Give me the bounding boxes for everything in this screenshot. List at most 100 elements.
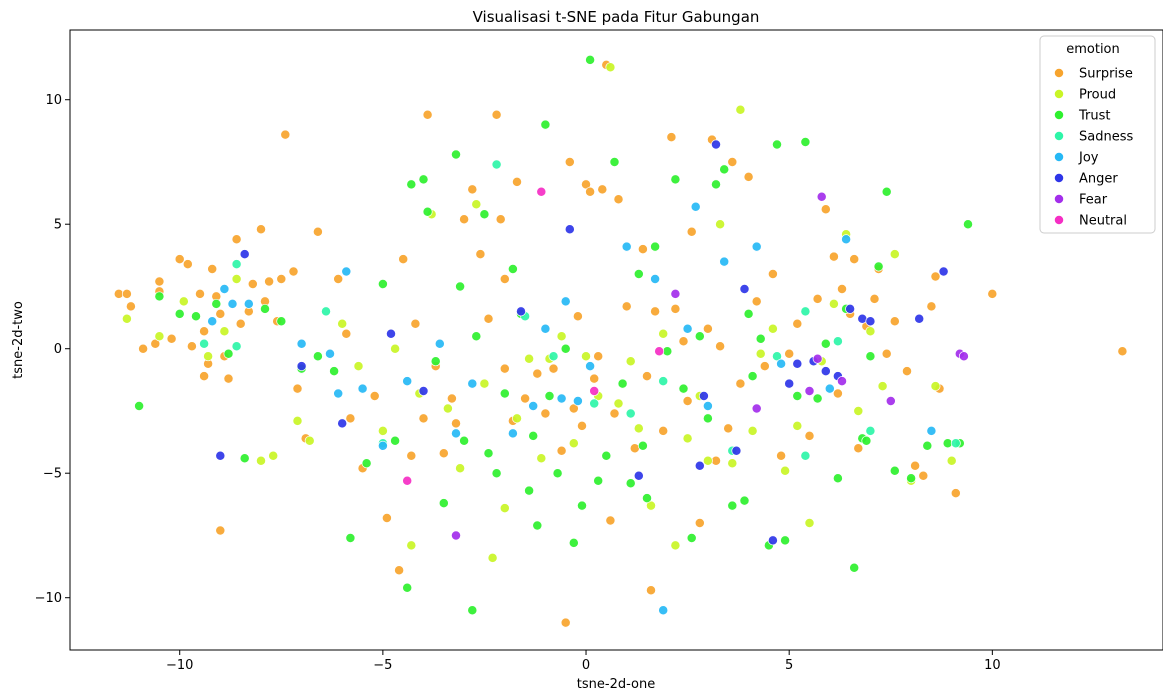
point-trust bbox=[625, 478, 636, 489]
legend-marker-anger bbox=[1054, 173, 1064, 183]
point-trust bbox=[568, 537, 579, 548]
point-surprise bbox=[621, 301, 632, 312]
point-surprise bbox=[694, 518, 705, 528]
point-surprise bbox=[467, 184, 478, 195]
point-trust bbox=[755, 333, 766, 344]
point-surprise bbox=[930, 271, 941, 282]
point-surprise bbox=[702, 323, 713, 334]
point-surprise bbox=[215, 308, 226, 319]
point-surprise bbox=[406, 450, 417, 461]
point-surprise bbox=[154, 276, 165, 287]
point-surprise bbox=[199, 371, 210, 382]
point-trust bbox=[772, 139, 782, 150]
point-surprise bbox=[666, 132, 677, 143]
point-surprise bbox=[381, 513, 392, 523]
legend-label-joy: Joy bbox=[1078, 151, 1099, 166]
point-surprise bbox=[438, 448, 449, 459]
point-sadness bbox=[491, 159, 502, 170]
point-surprise bbox=[926, 301, 937, 312]
point-surprise bbox=[138, 343, 149, 354]
point-trust bbox=[963, 219, 973, 230]
point-surprise bbox=[577, 420, 587, 431]
point-anger bbox=[564, 224, 575, 235]
y-tick-label: −5 bbox=[43, 467, 62, 482]
point-trust bbox=[609, 157, 620, 167]
point-proud bbox=[581, 351, 591, 362]
point-surprise bbox=[231, 234, 242, 245]
point-trust bbox=[312, 351, 323, 362]
point-trust bbox=[134, 401, 145, 411]
point-surprise bbox=[394, 565, 405, 576]
point-anger bbox=[820, 366, 831, 377]
point-trust bbox=[694, 331, 705, 342]
point-surprise bbox=[288, 266, 299, 277]
point-fear bbox=[451, 530, 461, 541]
point-trust bbox=[686, 533, 697, 543]
point-proud bbox=[203, 351, 214, 362]
point-surprise bbox=[987, 288, 998, 299]
point-surprise bbox=[512, 176, 522, 187]
point-proud bbox=[455, 463, 466, 474]
point-joy bbox=[702, 401, 713, 411]
point-proud bbox=[727, 458, 738, 469]
point-trust bbox=[593, 475, 604, 486]
point-surprise bbox=[820, 204, 831, 215]
point-proud bbox=[390, 343, 401, 354]
point-fear bbox=[812, 353, 823, 364]
point-trust bbox=[881, 186, 892, 197]
point-fear bbox=[804, 386, 815, 396]
point-fear bbox=[670, 288, 681, 299]
point-surprise bbox=[837, 284, 847, 294]
point-surprise bbox=[207, 264, 218, 274]
point-trust bbox=[329, 366, 340, 377]
point-proud bbox=[178, 296, 189, 307]
point-trust bbox=[532, 520, 543, 531]
point-proud bbox=[767, 323, 778, 334]
x-axis-label: tsne-2d-one bbox=[577, 677, 655, 692]
point-anger bbox=[739, 284, 750, 294]
legend-title: emotion bbox=[1066, 42, 1120, 57]
point-trust bbox=[430, 356, 441, 367]
point-surprise bbox=[593, 351, 604, 362]
point-sadness bbox=[950, 438, 961, 449]
point-trust bbox=[390, 435, 401, 446]
point-surprise bbox=[556, 445, 567, 456]
point-trust bbox=[719, 164, 730, 175]
point-surprise bbox=[247, 279, 258, 289]
point-proud bbox=[556, 331, 567, 342]
point-proud bbox=[256, 455, 266, 466]
point-surprise bbox=[451, 418, 461, 429]
point-trust bbox=[552, 468, 563, 479]
point-trust bbox=[617, 378, 628, 389]
point-joy bbox=[585, 361, 596, 372]
point-trust bbox=[650, 241, 661, 252]
legend-box bbox=[1039, 35, 1156, 234]
point-trust bbox=[540, 119, 551, 130]
point-proud bbox=[755, 348, 766, 359]
point-surprise bbox=[1117, 346, 1128, 357]
point-surprise bbox=[548, 363, 559, 374]
point-trust bbox=[544, 391, 555, 401]
point-trust bbox=[560, 343, 571, 354]
point-anger bbox=[784, 378, 795, 389]
point-trust bbox=[678, 383, 689, 394]
point-proud bbox=[512, 413, 522, 424]
point-trust bbox=[491, 468, 502, 479]
point-proud bbox=[536, 453, 547, 464]
point-sadness bbox=[772, 351, 782, 362]
point-sadness bbox=[321, 306, 331, 317]
point-trust bbox=[422, 206, 433, 217]
point-surprise bbox=[889, 316, 900, 327]
point-surprise bbox=[678, 336, 689, 347]
point-proud bbox=[487, 552, 498, 563]
point-surprise bbox=[369, 391, 380, 401]
point-joy bbox=[621, 241, 632, 252]
point-trust bbox=[861, 435, 872, 446]
point-sadness bbox=[548, 351, 559, 362]
point-surprise bbox=[792, 318, 803, 329]
point-surprise bbox=[642, 371, 652, 382]
point-joy bbox=[325, 348, 335, 359]
point-surprise bbox=[589, 373, 600, 384]
point-trust bbox=[499, 388, 510, 399]
